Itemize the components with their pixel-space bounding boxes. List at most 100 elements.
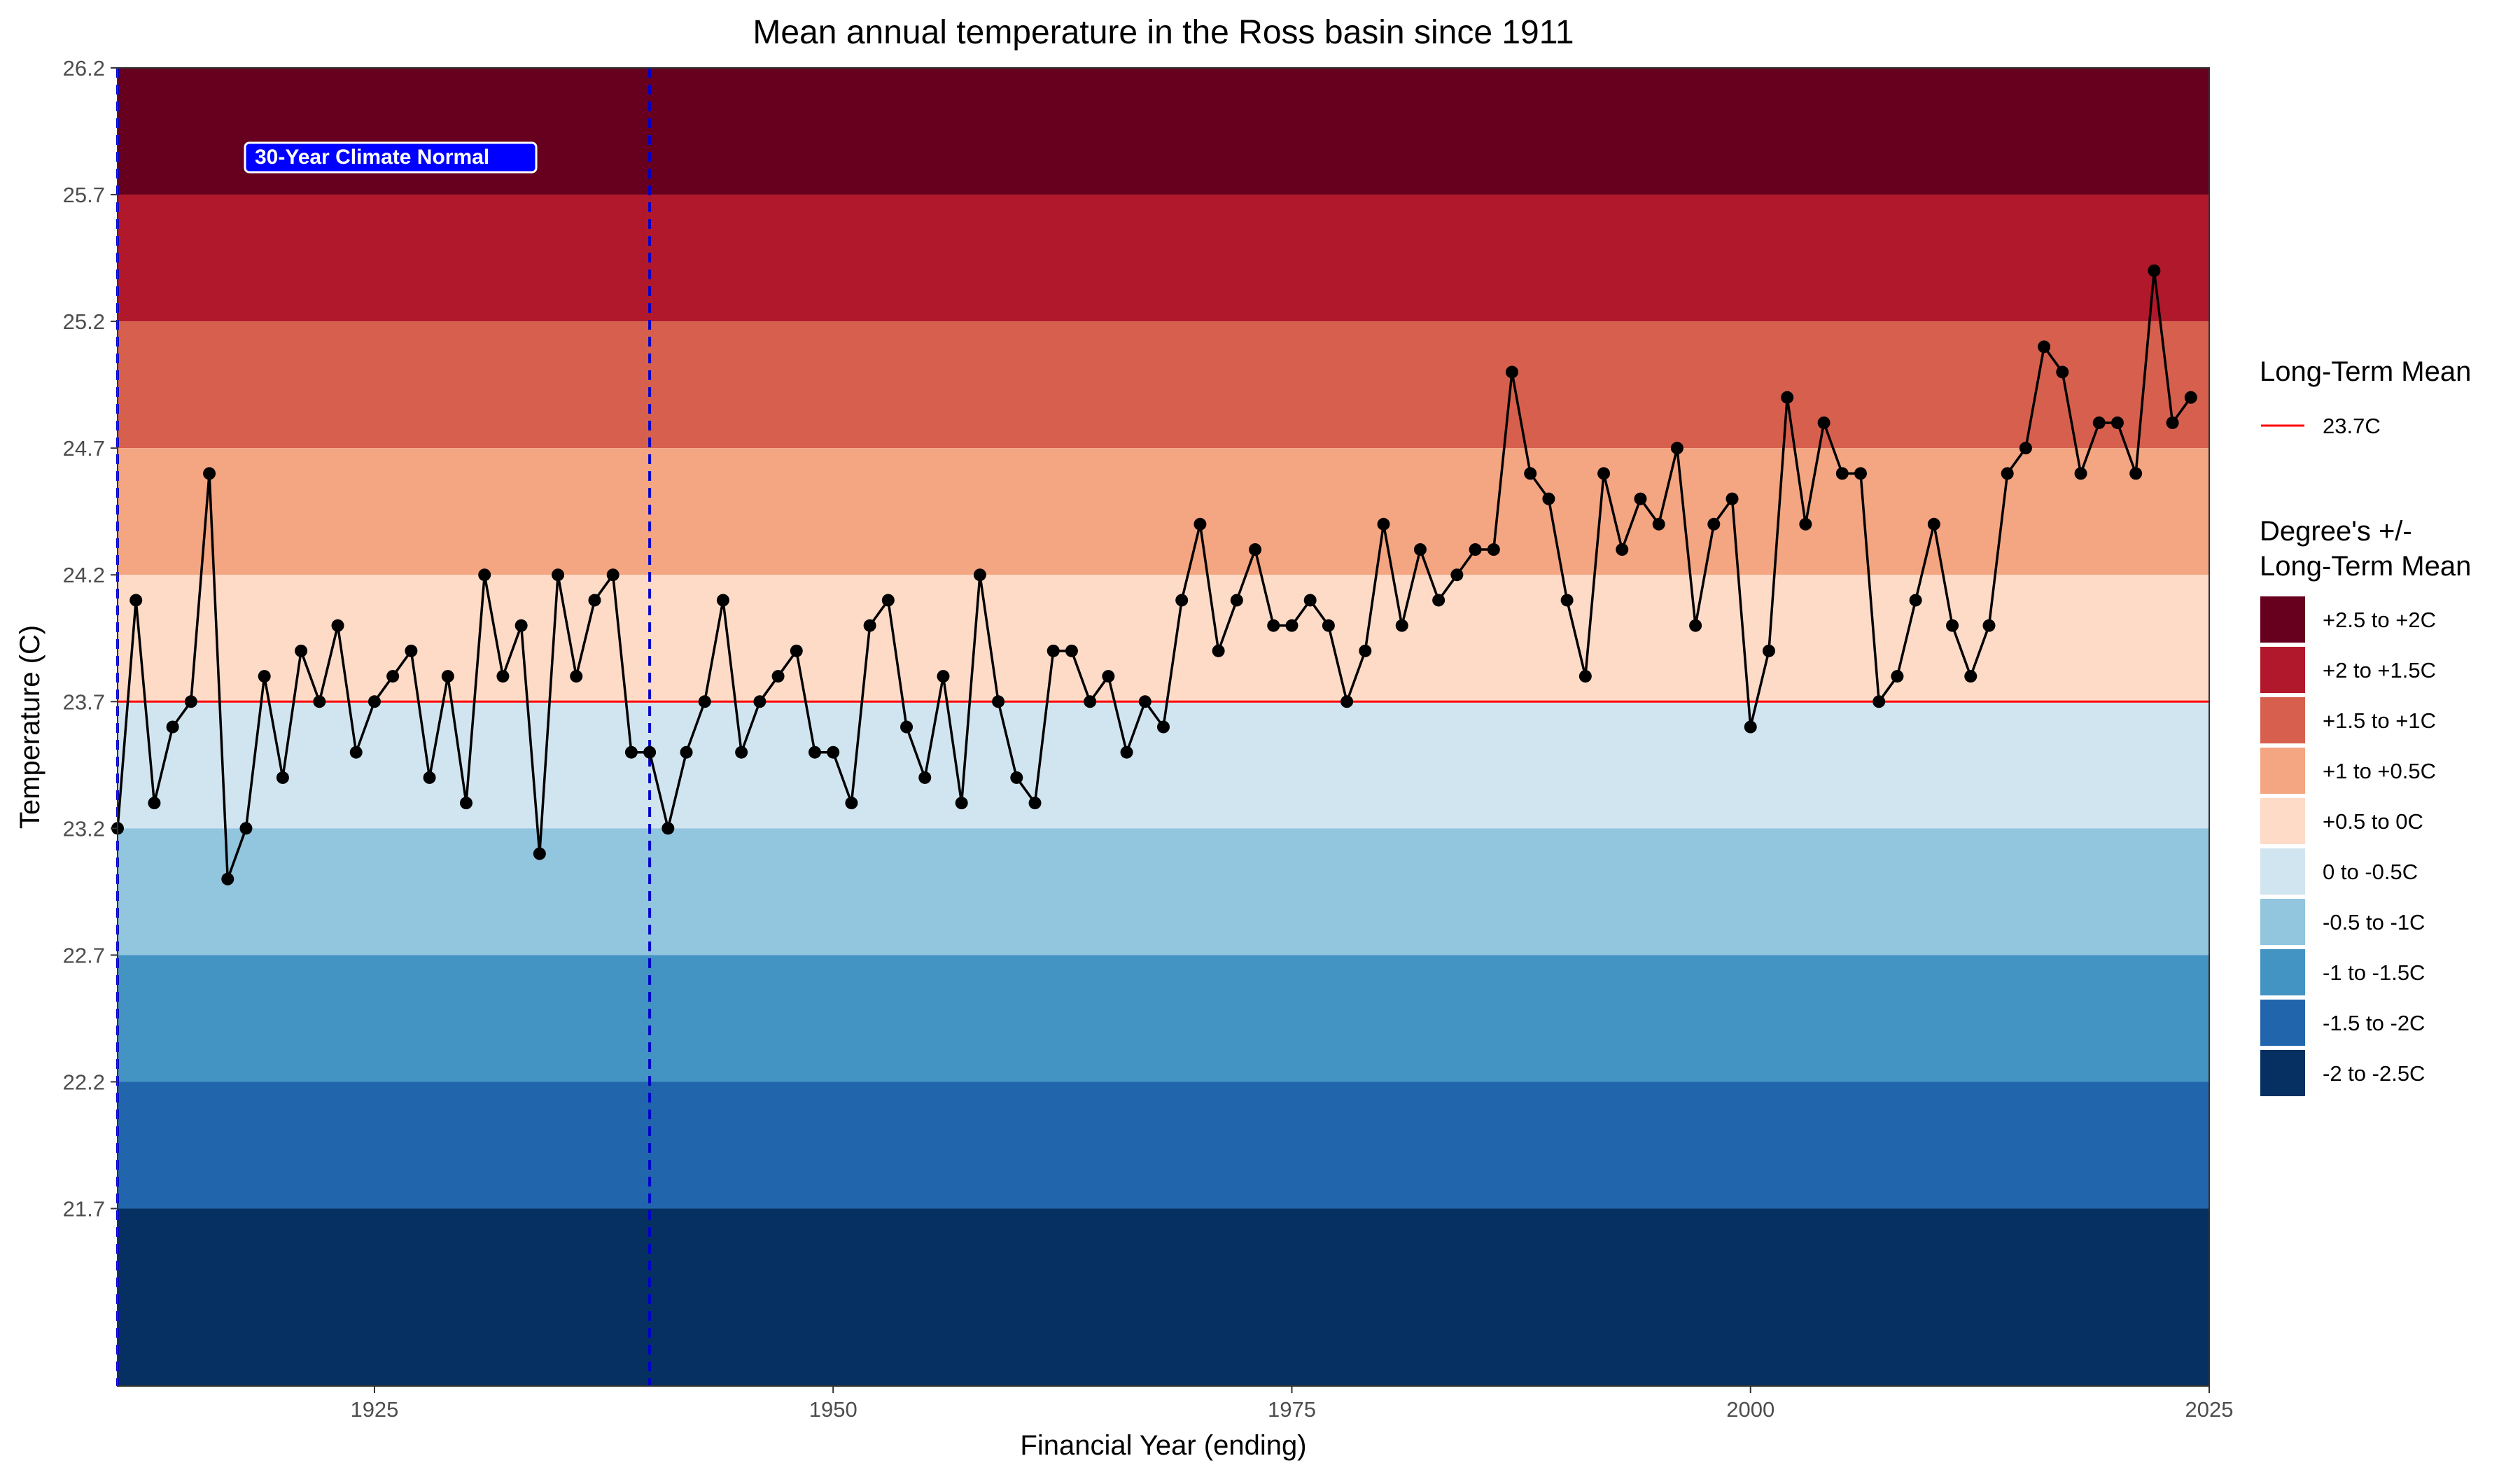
- data-point: [148, 797, 161, 810]
- data-point: [1707, 517, 1721, 531]
- legend-band-label-1: +2 to +1.5C: [2323, 658, 2436, 682]
- legend-band-swatch-3: [2259, 746, 2306, 795]
- legend-band-label-4: +0.5 to 0C: [2323, 809, 2423, 834]
- legend-band-swatch-5: [2259, 847, 2306, 896]
- legend-band-swatch-2: [2259, 696, 2306, 745]
- y-tick-label: 23.7: [63, 690, 105, 714]
- data-point: [2148, 264, 2161, 277]
- band-8: [118, 1082, 2209, 1209]
- y-axis-title: Temperature (C): [15, 625, 46, 829]
- data-point: [2110, 416, 2124, 429]
- chart-title: Mean annual temperature in the Ross basi…: [752, 14, 1574, 51]
- data-point: [166, 720, 179, 734]
- data-point: [203, 467, 216, 480]
- y-tick-label: 24.2: [63, 563, 105, 587]
- data-point: [533, 847, 546, 860]
- legend: Long-Term Mean 23.7C Degree's +/- Long-T…: [2259, 356, 2471, 1098]
- data-point: [1157, 720, 1170, 734]
- legend-band-swatch-0: [2259, 595, 2306, 644]
- data-point: [2019, 442, 2032, 455]
- data-point: [1432, 594, 1446, 607]
- data-point: [295, 644, 308, 657]
- legend-band-label-6: -0.5 to -1C: [2323, 910, 2425, 934]
- data-point: [1726, 492, 1739, 505]
- data-point: [1285, 619, 1298, 632]
- legend-bands-title-line1: Degree's +/-: [2260, 516, 2412, 547]
- data-point: [1744, 720, 1757, 734]
- data-point: [1322, 619, 1335, 632]
- data-point: [2038, 340, 2051, 354]
- x-tick-label: 1925: [350, 1397, 398, 1422]
- data-point: [955, 797, 968, 810]
- legend-band-swatch-7: [2259, 948, 2306, 997]
- data-point: [368, 695, 381, 708]
- x-tick-label: 2000: [1726, 1397, 1774, 1422]
- data-point: [478, 568, 491, 582]
- data-point: [662, 822, 675, 835]
- climate-normal-label-box: [244, 141, 538, 174]
- data-point: [1194, 517, 1207, 531]
- data-point: [1616, 543, 1629, 556]
- data-point: [1891, 670, 1904, 683]
- data-point: [1395, 619, 1408, 632]
- data-point: [716, 594, 729, 607]
- legend-band-swatch-9: [2259, 1049, 2306, 1098]
- data-point: [992, 695, 1005, 708]
- data-point: [2184, 391, 2197, 404]
- data-point: [1175, 594, 1189, 607]
- data-point: [827, 746, 840, 759]
- band-4: [118, 575, 2209, 702]
- data-point: [1303, 594, 1317, 607]
- legend-band-swatch-4: [2259, 797, 2306, 846]
- data-point: [1230, 594, 1243, 607]
- data-point: [1028, 797, 1042, 810]
- data-point: [496, 670, 510, 683]
- data-point: [1267, 619, 1280, 632]
- data-point: [753, 695, 766, 708]
- legend-band-label-0: +2.5 to +2C: [2323, 608, 2436, 632]
- x-tick-label: 1975: [1268, 1397, 1316, 1422]
- plot-panel-border: [117, 67, 2210, 1387]
- data-point: [221, 872, 234, 886]
- data-point: [1359, 644, 1372, 657]
- data-point: [698, 695, 711, 708]
- data-point: [1450, 568, 1464, 582]
- data-point: [1377, 517, 1390, 531]
- data-point: [184, 695, 197, 708]
- data-point: [1781, 391, 1794, 404]
- climate-normal-annotation: 30-Year Climate Normal: [244, 141, 538, 174]
- data-point: [588, 594, 601, 607]
- legend-mean-label: 23.7C: [2323, 414, 2381, 438]
- band-1: [118, 195, 2209, 322]
- legend-band-label-3: +1 to +0.5C: [2323, 759, 2436, 783]
- legend-band-label-9: -2 to -2.5C: [2323, 1061, 2425, 1086]
- data-point: [1524, 467, 1537, 480]
- data-point: [1946, 619, 1959, 632]
- data-point: [790, 644, 803, 657]
- data-point: [423, 771, 436, 784]
- data-point: [624, 746, 638, 759]
- data-point: [1964, 670, 1977, 683]
- data-point: [643, 746, 657, 759]
- data-point: [1578, 670, 1592, 683]
- data-point: [130, 594, 143, 607]
- data-point: [1469, 543, 1482, 556]
- data-point: [1689, 619, 1702, 632]
- data-point: [1652, 517, 1665, 531]
- legend-band-label-8: -1.5 to -2C: [2323, 1011, 2425, 1035]
- data-point: [937, 670, 950, 683]
- data-point: [606, 568, 620, 582]
- y-tick-label: 22.2: [63, 1070, 105, 1094]
- climate-normal-label: 30-Year Climate Normal: [255, 146, 489, 169]
- data-point: [1872, 695, 1886, 708]
- x-tick-label: 1950: [809, 1397, 858, 1422]
- data-point: [570, 670, 583, 683]
- legend-band-label-7: -1 to -1.5C: [2323, 960, 2425, 985]
- data-point: [1854, 467, 1867, 480]
- temperature-series: [111, 264, 2197, 886]
- data-point: [1927, 517, 1940, 531]
- legend-band-label-2: +1.5 to +1C: [2323, 708, 2436, 733]
- y-tick-label: 26.2: [63, 56, 105, 80]
- band-7: [118, 955, 2209, 1082]
- data-point: [514, 619, 528, 632]
